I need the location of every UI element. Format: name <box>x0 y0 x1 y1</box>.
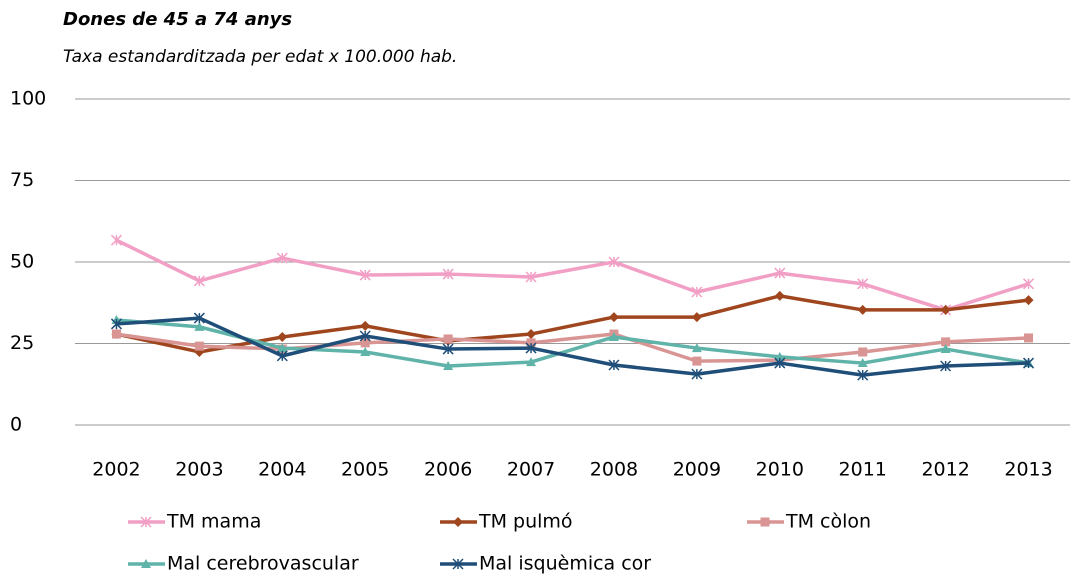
marker <box>194 341 204 351</box>
marker <box>276 350 288 362</box>
marker <box>691 286 703 298</box>
x-tick-label: 2009 <box>673 459 721 481</box>
marker <box>941 337 951 347</box>
x-tick-label: 2013 <box>1004 459 1052 481</box>
legend-label: TM còlon <box>785 511 871 533</box>
x-tick-label: 2002 <box>92 459 140 481</box>
marker <box>608 256 620 268</box>
marker <box>359 330 371 342</box>
marker <box>858 347 868 357</box>
x-tick-label: 2008 <box>590 459 638 481</box>
marker <box>608 331 619 341</box>
marker <box>1023 295 1034 306</box>
marker <box>360 346 371 356</box>
marker <box>193 312 205 324</box>
marker <box>1024 333 1034 343</box>
y-tick-label: 0 <box>10 414 22 436</box>
marker <box>857 369 869 381</box>
marker <box>774 351 785 361</box>
marker <box>857 278 869 290</box>
marker <box>110 234 122 246</box>
marker <box>443 360 454 370</box>
y-tick-label: 50 <box>10 251 34 273</box>
y-tick-label: 25 <box>10 332 34 354</box>
marker <box>193 275 205 287</box>
y-tick-label: 75 <box>10 169 34 191</box>
chart-subtitle: Taxa estandarditzada per edat x 100.000 … <box>63 47 457 67</box>
marker <box>194 321 205 331</box>
marker <box>774 357 786 369</box>
marker <box>359 269 371 281</box>
marker <box>692 356 702 366</box>
x-tick-label: 2003 <box>175 459 223 481</box>
marker <box>276 252 288 264</box>
legend-marker <box>453 517 463 527</box>
x-tick-label: 2004 <box>258 459 306 481</box>
marker <box>940 344 951 354</box>
x-tick-label: 2007 <box>507 459 555 481</box>
x-tick-label: 2011 <box>839 459 887 481</box>
x-tick-label: 2005 <box>341 459 389 481</box>
marker <box>774 267 786 279</box>
marker <box>691 368 703 380</box>
legend-marker <box>141 559 151 568</box>
marker <box>857 358 868 368</box>
marker <box>691 312 702 323</box>
legend-label: TM mama <box>166 511 261 533</box>
marker <box>525 342 537 354</box>
series-line <box>116 316 1029 377</box>
chart-title: Dones de 45 a 74 anys <box>63 9 292 30</box>
marker <box>442 268 454 280</box>
marker <box>442 343 454 355</box>
marker <box>277 331 288 342</box>
marker <box>608 312 619 323</box>
marker <box>526 338 536 348</box>
marker <box>526 329 537 340</box>
x-tick-label: 2010 <box>756 459 804 481</box>
legend-marker <box>452 558 464 570</box>
marker <box>443 334 453 344</box>
marker <box>277 343 288 353</box>
series-line <box>115 238 1030 312</box>
marker <box>1023 278 1035 290</box>
legend-label: Mal cerebrovascular <box>167 553 359 575</box>
marker <box>525 271 537 283</box>
marker <box>1023 357 1035 369</box>
marker <box>110 318 122 330</box>
series-line <box>116 294 1029 354</box>
legend-label: TM pulmó <box>478 511 573 533</box>
legend-marker <box>760 517 770 527</box>
legend-marker <box>140 516 152 528</box>
marker <box>360 338 370 348</box>
series-line <box>116 318 1029 368</box>
marker <box>691 343 702 353</box>
y-tick-label: 100 <box>10 88 46 110</box>
marker <box>526 357 537 367</box>
x-tick-label: 2006 <box>424 459 472 481</box>
marker <box>857 304 868 315</box>
marker <box>360 320 371 331</box>
marker <box>608 359 620 371</box>
marker <box>774 290 785 301</box>
marker <box>940 304 951 315</box>
x-tick-label: 2012 <box>921 459 969 481</box>
legend-label: Mal isquèmica cor <box>479 553 651 575</box>
marker <box>111 329 121 339</box>
marker <box>940 360 952 372</box>
